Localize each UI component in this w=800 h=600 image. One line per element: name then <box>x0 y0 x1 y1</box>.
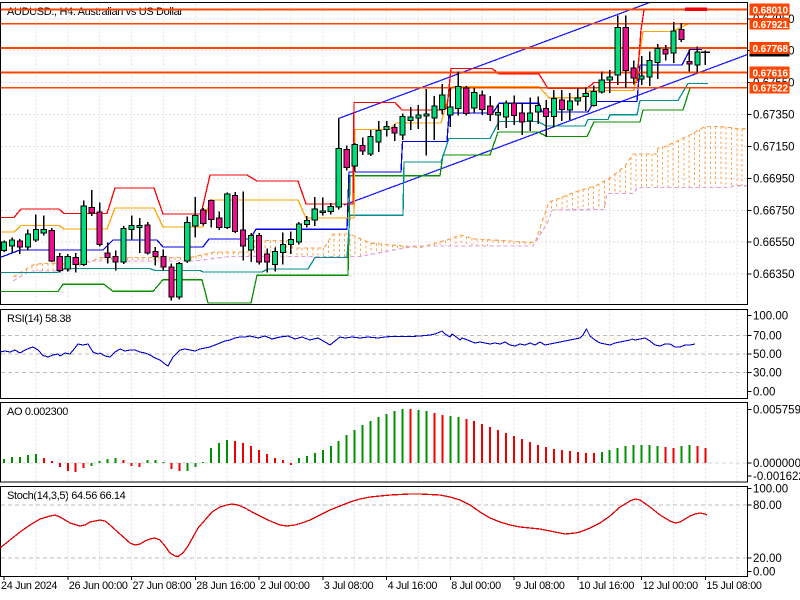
svg-text:0.66550: 0.66550 <box>753 237 795 249</box>
svg-text:10 Jul 16:00: 10 Jul 16:00 <box>579 580 635 592</box>
svg-text:0.68010: 0.68010 <box>753 6 789 17</box>
svg-text:28 Jun 16:00: 28 Jun 16:00 <box>196 580 255 592</box>
svg-text:AUDUSD., H4: Australian vs US: AUDUSD., H4: Australian vs US Dollar <box>7 6 183 18</box>
svg-text:0.67350: 0.67350 <box>753 110 795 122</box>
svg-text:0.66950: 0.66950 <box>753 173 795 185</box>
svg-text:0.67921: 0.67921 <box>753 20 789 31</box>
svg-text:8 Jul 00:00: 8 Jul 00:00 <box>451 580 501 592</box>
svg-text:15 Jul 08:00: 15 Jul 08:00 <box>706 580 762 592</box>
svg-text:3 Jul 08:00: 3 Jul 08:00 <box>324 580 374 592</box>
svg-text:0.67150: 0.67150 <box>753 142 795 154</box>
svg-text:70.00: 70.00 <box>753 331 782 343</box>
svg-text:26 Jun 00:00: 26 Jun 00:00 <box>69 580 128 592</box>
svg-text:0.00: 0.00 <box>753 567 775 579</box>
svg-text:Stoch(14,3,5) 64.56 66.14: Stoch(14,3,5) 64.56 66.14 <box>7 490 126 502</box>
svg-text:0.67768: 0.67768 <box>753 44 789 55</box>
svg-text:12 Jul 00:00: 12 Jul 00:00 <box>643 580 699 592</box>
svg-text:0.67616: 0.67616 <box>753 69 789 80</box>
svg-text:80.00: 80.00 <box>753 500 782 512</box>
svg-text:-0.001622: -0.001622 <box>753 471 800 483</box>
svg-text:30.00: 30.00 <box>753 368 782 380</box>
svg-text:100.00: 100.00 <box>753 484 788 496</box>
svg-text:RSI(14) 58.38: RSI(14) 58.38 <box>7 313 71 325</box>
svg-text:0.66350: 0.66350 <box>753 269 795 281</box>
svg-text:9 Jul 08:00: 9 Jul 08:00 <box>515 580 565 592</box>
svg-text:0.66750: 0.66750 <box>753 205 795 217</box>
svg-text:2 Jul 00:00: 2 Jul 00:00 <box>260 580 310 592</box>
svg-text:27 Jun 08:00: 27 Jun 08:00 <box>133 580 192 592</box>
svg-text:0.005759: 0.005759 <box>753 404 800 416</box>
svg-text:0.000000: 0.000000 <box>753 458 800 470</box>
svg-text:AO 0.002300: AO 0.002300 <box>7 406 68 418</box>
svg-text:100.00: 100.00 <box>753 310 788 322</box>
svg-text:20.00: 20.00 <box>753 553 782 565</box>
svg-text:4 Jul 16:00: 4 Jul 16:00 <box>388 580 438 592</box>
svg-text:0.00: 0.00 <box>753 387 775 399</box>
svg-text:0.67522: 0.67522 <box>753 84 789 95</box>
svg-text:24 Jun 2024: 24 Jun 2024 <box>1 580 57 592</box>
svg-text:50.00: 50.00 <box>753 349 782 361</box>
